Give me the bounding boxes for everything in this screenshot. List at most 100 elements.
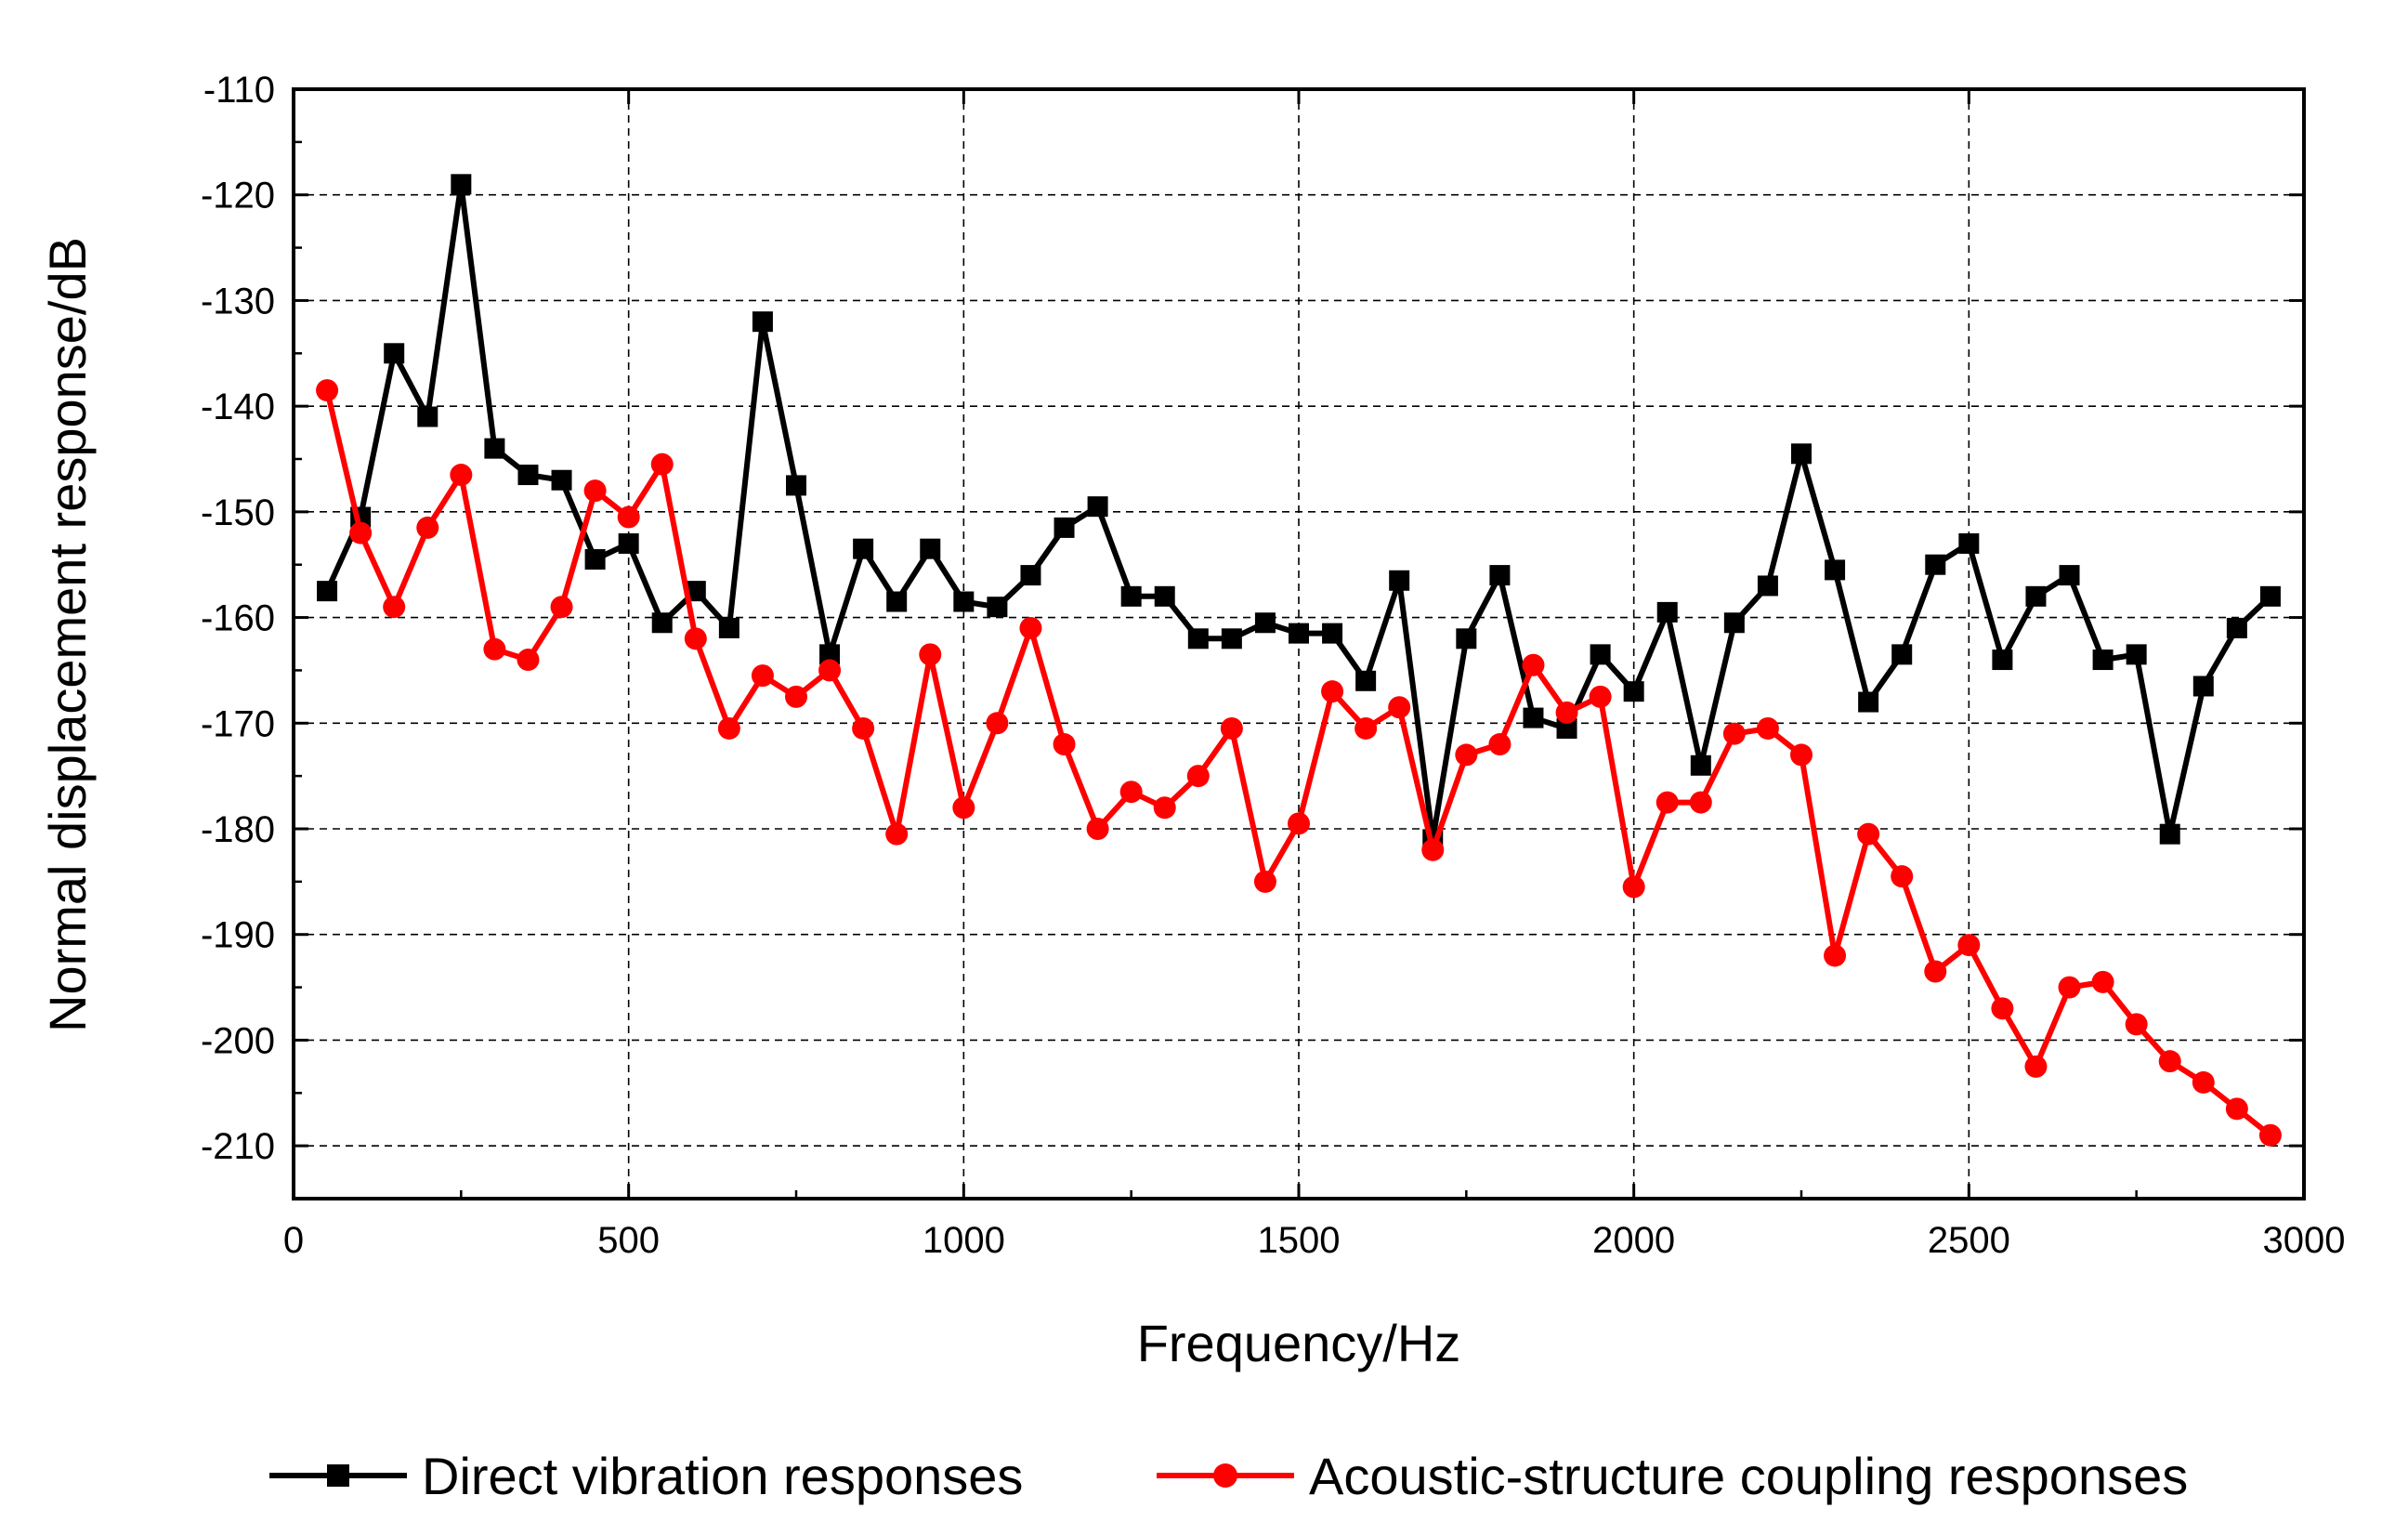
data-point bbox=[886, 591, 908, 612]
axis-ticks bbox=[292, 87, 2306, 1199]
data-point bbox=[1288, 812, 1310, 835]
data-point bbox=[819, 644, 841, 665]
data-point bbox=[317, 581, 338, 602]
x-tick-label: 2500 bbox=[1928, 1220, 2010, 1261]
data-point bbox=[2225, 1097, 2248, 1121]
data-point bbox=[785, 685, 807, 708]
data-point bbox=[1421, 838, 1445, 861]
data-point bbox=[651, 612, 673, 634]
data-point bbox=[987, 597, 1008, 618]
data-point bbox=[1456, 628, 1477, 649]
data-point bbox=[1054, 517, 1075, 538]
data-point bbox=[1154, 585, 1175, 607]
data-point bbox=[1622, 875, 1645, 899]
data-point bbox=[818, 659, 842, 682]
data-point bbox=[852, 716, 875, 740]
data-point bbox=[2126, 644, 2147, 665]
data-point bbox=[2259, 585, 2281, 607]
x-tick-label: 3000 bbox=[2263, 1220, 2346, 1261]
data-point bbox=[384, 343, 405, 364]
series-1 bbox=[317, 174, 2281, 850]
series-2 bbox=[316, 379, 2282, 1147]
data-point bbox=[1589, 685, 1612, 708]
tick-labels: 0 500 1000 1500 2000 2500 3000 -110 -120 -130 -140… bbox=[201, 70, 2346, 1261]
data-point bbox=[1858, 691, 1879, 713]
y-tick-label: -140 bbox=[201, 387, 275, 427]
data-point bbox=[1992, 649, 2013, 671]
data-point bbox=[650, 453, 674, 476]
data-point bbox=[1891, 865, 1914, 888]
x-tick-label: 1000 bbox=[923, 1220, 1005, 1261]
data-point bbox=[1455, 743, 1478, 767]
data-point bbox=[1289, 623, 1309, 644]
data-point bbox=[1656, 601, 1678, 623]
x-tick-label: 0 bbox=[283, 1220, 304, 1261]
data-point bbox=[316, 379, 339, 402]
data-point bbox=[617, 505, 640, 529]
data-point bbox=[1354, 716, 1378, 740]
legend-item-2: Acoustic-structure coupling responses bbox=[1157, 1447, 2188, 1505]
x-tick-label: 2000 bbox=[1592, 1220, 1675, 1261]
data-point bbox=[986, 712, 1009, 735]
data-point bbox=[953, 591, 975, 612]
data-point bbox=[550, 596, 573, 619]
data-point bbox=[2192, 676, 2214, 697]
y-tick-label: -180 bbox=[201, 809, 275, 850]
data-point bbox=[2059, 565, 2080, 586]
legend-item-1: Direct vibration responses bbox=[269, 1447, 1023, 1505]
data-point bbox=[1958, 532, 1980, 554]
data-point bbox=[717, 716, 740, 740]
y-tick-label: -120 bbox=[201, 176, 275, 216]
data-point bbox=[1925, 554, 1946, 575]
data-point bbox=[517, 649, 540, 672]
data-point bbox=[1119, 781, 1143, 804]
x-axis-title: Frequency/Hz bbox=[1137, 1314, 1461, 1372]
data-point bbox=[618, 532, 639, 554]
data-point bbox=[919, 643, 942, 666]
y-tick-label: -110 bbox=[203, 70, 275, 111]
data-point bbox=[551, 469, 572, 491]
data-point bbox=[583, 479, 607, 503]
data-point bbox=[1690, 754, 1711, 776]
data-point bbox=[1689, 791, 1712, 814]
data-point bbox=[451, 174, 472, 195]
data-point bbox=[685, 581, 706, 602]
data-point bbox=[1489, 565, 1511, 586]
data-point bbox=[1825, 559, 1846, 581]
data-point bbox=[1991, 997, 2014, 1020]
data-point bbox=[786, 475, 806, 496]
data-point bbox=[584, 549, 606, 571]
data-point bbox=[1053, 733, 1076, 756]
data-point bbox=[1389, 570, 1410, 591]
data-point bbox=[2158, 1050, 2181, 1073]
data-point bbox=[1086, 818, 1109, 840]
data-point bbox=[2058, 976, 2081, 999]
data-point bbox=[1555, 701, 1578, 724]
data-point bbox=[885, 822, 909, 846]
data-point bbox=[1791, 443, 1812, 465]
y-tick-label: -170 bbox=[201, 703, 275, 744]
data-point bbox=[752, 311, 773, 333]
data-point bbox=[1756, 716, 1779, 740]
data-point bbox=[684, 627, 707, 650]
data-point bbox=[2226, 617, 2247, 638]
data-point bbox=[1254, 612, 1276, 634]
data-point bbox=[2024, 1055, 2048, 1078]
legend-label: Acoustic-structure coupling responses bbox=[1309, 1447, 2188, 1505]
data-point bbox=[1924, 960, 1947, 983]
data-point bbox=[417, 406, 438, 427]
data-point bbox=[1153, 796, 1176, 820]
data-point bbox=[1120, 585, 1142, 607]
data-point bbox=[1355, 670, 1377, 691]
data-point bbox=[383, 596, 406, 619]
data-point bbox=[2025, 585, 2047, 607]
y-axis-title: Normal displacement response/dB bbox=[38, 237, 97, 1032]
data-point bbox=[1221, 628, 1242, 649]
data-point bbox=[517, 465, 539, 486]
data-point bbox=[1857, 822, 1880, 846]
data-point bbox=[1020, 565, 1041, 586]
data-point bbox=[1757, 575, 1778, 597]
data-point bbox=[1522, 653, 1545, 676]
data-point bbox=[1019, 616, 1042, 639]
